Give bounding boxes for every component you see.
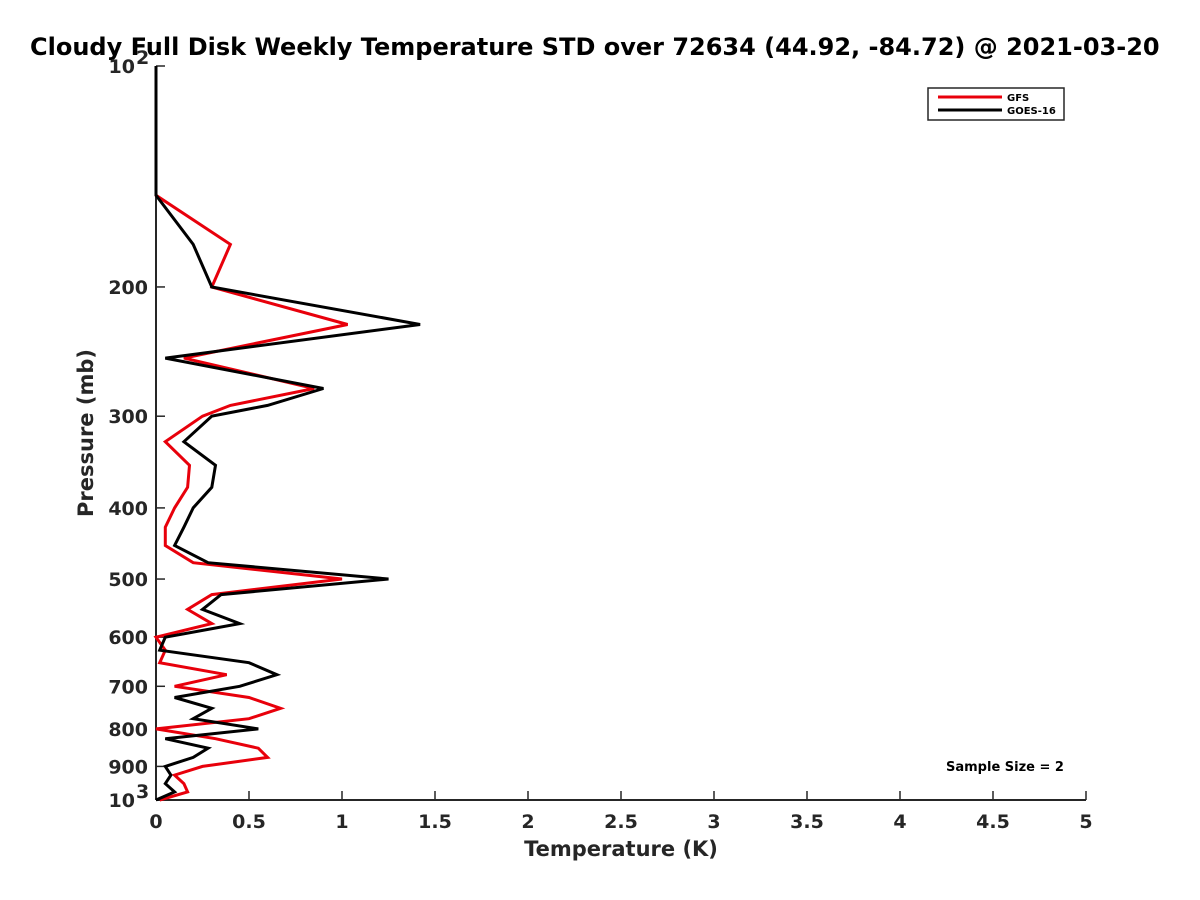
series-line-gfs [153, 66, 348, 802]
legend-label-gfs: GFS [1007, 93, 1029, 104]
chart-title: Cloudy Full Disk Weekly Temperature STD … [30, 33, 1160, 61]
y-axis-label: Pressure (mb) [74, 349, 98, 517]
legend-label-goes16: GOES-16 [1007, 106, 1056, 117]
y-tick-exponent: 2 [136, 47, 149, 69]
y-tick-label: 900 [108, 756, 148, 778]
x-tick-label: 3 [707, 811, 720, 833]
series-group [153, 66, 421, 802]
x-tick-label: 4 [893, 811, 906, 833]
x-tick-label: 1.5 [418, 811, 452, 833]
series-line-goes16 [154, 66, 421, 802]
legend-box [927, 87, 1065, 121]
y-tick-label: 400 [108, 498, 148, 520]
x-tick-label: 0.5 [232, 811, 266, 833]
y-tick-label: 800 [108, 719, 148, 741]
x-tick-label: 1 [335, 811, 348, 833]
x-tick-label: 2 [521, 811, 534, 833]
x-tick-label: 5 [1079, 811, 1092, 833]
y-tick-label: 700 [108, 676, 148, 698]
x-tick-label: 2.5 [604, 811, 638, 833]
plot-area: 0 0.5 1 1.5 2 2.5 3 3.5 4 4.5 5 10 2200300400500600… [108, 47, 1092, 833]
y-tick-label: 10 [109, 56, 135, 78]
y-tick-label: 10 [109, 790, 135, 812]
x-tick-label: 0 [149, 811, 162, 833]
legend: GFS GOES-16 [927, 87, 1065, 121]
y-tick-exponent: 3 [136, 781, 149, 803]
sample-size-annotation: Sample Size = 2 [946, 760, 1064, 775]
x-tick-label: 3.5 [790, 811, 824, 833]
y-tick-label: 300 [108, 406, 148, 428]
x-axis-label: Temperature (K) [524, 837, 718, 861]
y-tick-label: 600 [108, 627, 148, 649]
y-tick-label: 500 [108, 569, 148, 591]
y-tick-label: 200 [108, 277, 148, 299]
x-tick-label: 4.5 [976, 811, 1010, 833]
x-ticks: 0 0.5 1 1.5 2 2.5 3 3.5 4 4.5 5 [149, 791, 1093, 833]
